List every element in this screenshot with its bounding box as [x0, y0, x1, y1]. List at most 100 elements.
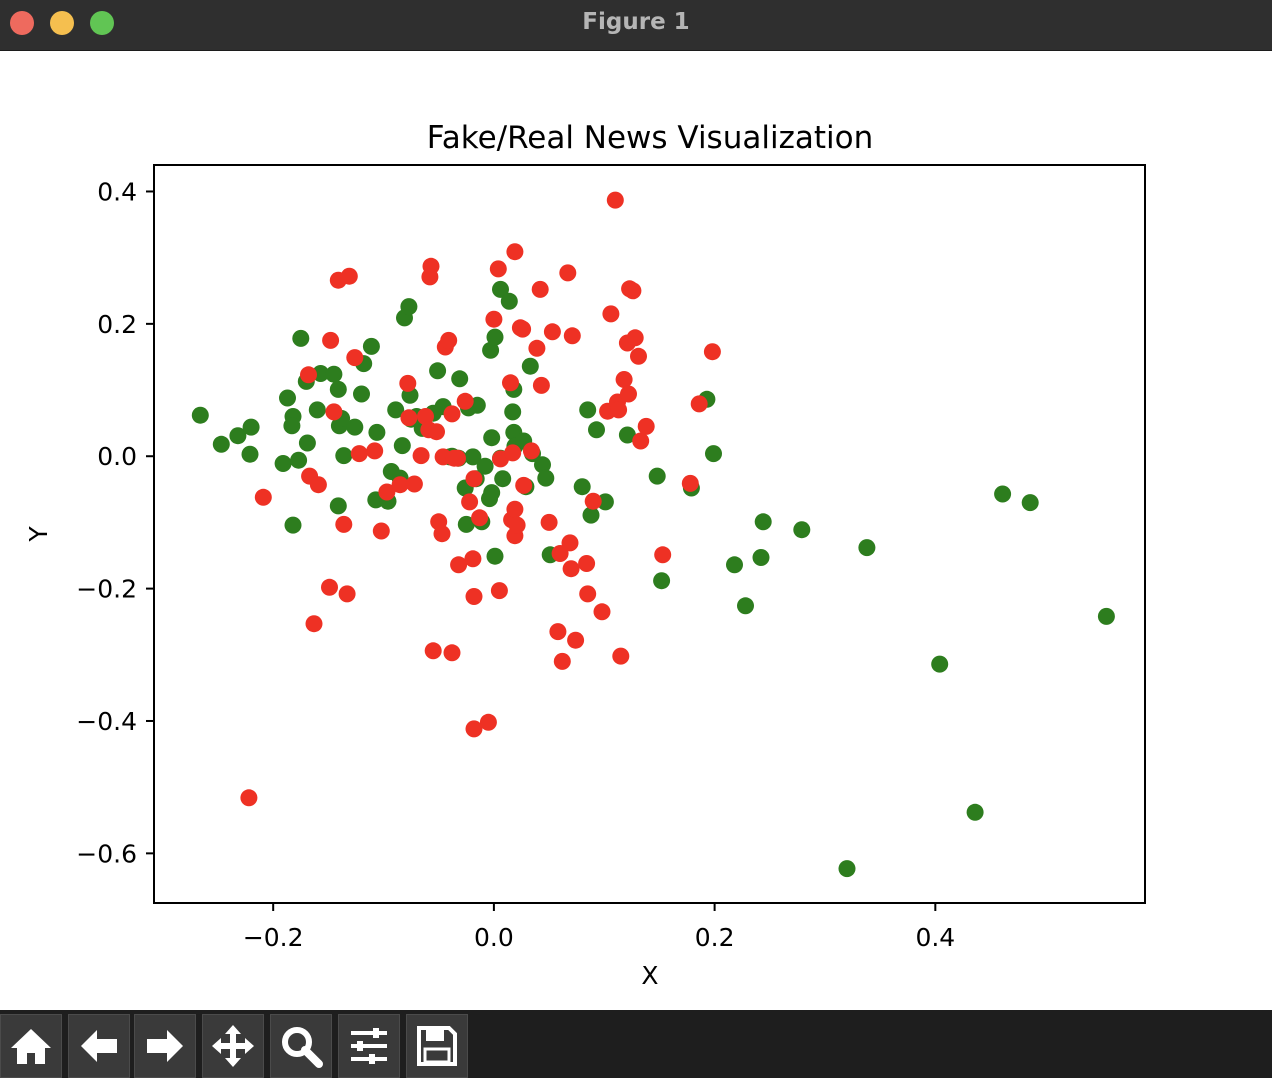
scatter-point — [579, 585, 597, 603]
scatter-point — [391, 476, 409, 494]
scatter-point — [346, 418, 364, 436]
scatter-plot: Fake/Real News Visualization −0.2 0.0 0.2 0… — [24, 120, 1146, 990]
scatter-point — [335, 447, 353, 465]
y-axis-label: Y — [24, 526, 53, 543]
scatter-point — [610, 401, 628, 419]
forward-button[interactable] — [134, 1014, 196, 1078]
scatter-point — [322, 331, 340, 349]
close-window-button[interactable] — [10, 11, 34, 35]
home-button[interactable] — [0, 1014, 62, 1078]
zoom-button[interactable] — [270, 1014, 332, 1078]
scatter-point — [494, 470, 512, 488]
scatter-point — [514, 320, 532, 338]
scatter-point — [504, 444, 522, 462]
scatter-point — [573, 478, 591, 496]
scatter-point — [321, 578, 338, 596]
navigation-toolbar — [0, 1010, 1272, 1078]
scatter-point — [522, 442, 540, 460]
scatter-point — [537, 469, 555, 487]
scatter-point — [479, 713, 497, 731]
scatter-point — [528, 339, 546, 357]
scatter-point — [399, 374, 417, 392]
save-button[interactable] — [406, 1014, 468, 1078]
scatter-point — [242, 418, 260, 436]
scatter-point — [387, 401, 405, 419]
scatter-point — [624, 282, 642, 300]
scatter-point — [490, 582, 508, 600]
scatter-point — [630, 347, 647, 365]
minimize-window-button[interactable] — [50, 11, 74, 35]
scatter-point — [553, 652, 571, 670]
data-points — [191, 191, 1115, 878]
pan-icon — [212, 1025, 254, 1067]
scatter-point — [400, 298, 418, 316]
back-button[interactable] — [68, 1014, 130, 1078]
scatter-point — [229, 427, 247, 445]
y-tick-label: −0.2 — [76, 575, 137, 604]
configure-subplots-button[interactable] — [338, 1014, 400, 1078]
scatter-point — [534, 456, 551, 474]
scatter-point — [562, 560, 580, 578]
scatter-point — [417, 408, 434, 425]
scatter-point — [464, 550, 482, 568]
scatter-point — [561, 534, 579, 552]
scatter-point — [450, 556, 468, 574]
scatter-point — [563, 327, 581, 345]
scatter-point — [353, 385, 370, 403]
y-tick-label: 0.0 — [97, 442, 137, 471]
save-icon — [417, 1026, 457, 1066]
scatter-point — [191, 406, 209, 424]
maximize-window-button[interactable] — [90, 11, 114, 35]
scatter-point — [567, 631, 585, 649]
scatter-point — [737, 597, 754, 615]
chart-title: Fake/Real News Visualization — [427, 120, 873, 156]
scatter-point — [368, 423, 386, 441]
scatter-point — [515, 476, 533, 494]
scatter-point — [506, 243, 524, 261]
scatter-point — [451, 370, 469, 388]
plot-area — [154, 165, 1145, 903]
x-axis-label: X — [641, 961, 658, 990]
scatter-point — [340, 267, 358, 285]
y-axis-ticks: 0.4 0.2 0.0 −0.2 −0.4 −0.6 — [76, 177, 154, 868]
scatter-point — [393, 437, 411, 455]
scatter-point — [329, 497, 347, 515]
scatter-point — [212, 435, 230, 453]
scatter-point — [279, 389, 296, 407]
scatter-point — [606, 191, 624, 209]
scatter-point — [931, 655, 949, 673]
scatter-point — [489, 260, 507, 278]
scatter-point — [602, 305, 620, 323]
scatter-point — [465, 470, 483, 488]
scatter-point — [421, 268, 439, 286]
back-arrow-icon — [81, 1030, 117, 1062]
pan-button[interactable] — [202, 1014, 264, 1078]
scatter-point — [412, 447, 430, 465]
scatter-point — [461, 493, 479, 511]
scatter-point — [325, 365, 343, 383]
scatter-point — [648, 467, 666, 485]
scatter-point — [483, 484, 501, 502]
x-tick-label: 0.2 — [695, 923, 735, 952]
scatter-point — [298, 434, 316, 452]
scatter-point — [456, 392, 474, 410]
scatter-point — [443, 644, 461, 662]
scatter-point — [335, 515, 353, 533]
scatter-point — [274, 455, 292, 472]
scatter-point — [793, 521, 811, 539]
scatter-point — [506, 500, 524, 518]
scatter-point — [308, 401, 326, 419]
scatter-point — [457, 515, 475, 533]
scatter-point — [372, 522, 390, 540]
scatter-point — [428, 423, 445, 441]
scatter-point — [338, 585, 356, 603]
scatter-point — [464, 448, 482, 466]
scatter-point — [593, 603, 611, 621]
scatter-point — [309, 476, 327, 494]
scatter-point — [424, 642, 442, 660]
scatter-point — [578, 555, 596, 572]
scatter-point — [500, 292, 518, 310]
scatter-point — [292, 329, 310, 347]
y-tick-label: −0.6 — [76, 839, 137, 868]
scatter-point — [400, 409, 418, 427]
